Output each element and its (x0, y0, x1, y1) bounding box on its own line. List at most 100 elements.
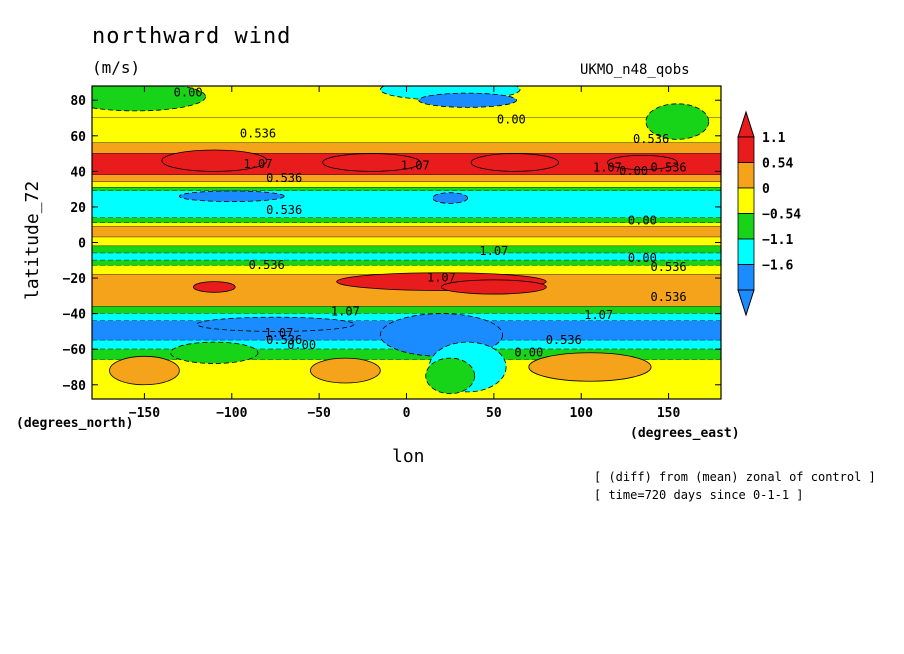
y-tick-label-1: 60 (70, 130, 86, 145)
contour-label-2: 0.536 (240, 127, 276, 141)
blob-12 (192, 281, 236, 293)
x-tick-label-0: −150 (129, 406, 160, 421)
units-label: (m/s) (92, 58, 141, 77)
contour-label-6: 1.07 (244, 157, 273, 171)
colorbar-swatch-1 (737, 162, 755, 189)
blob-0 (161, 149, 268, 172)
band-8 (92, 217, 721, 224)
band-13 (92, 253, 721, 261)
blob-13 (196, 316, 355, 332)
x-tick-label-3: 0 (403, 406, 411, 421)
colorbar-swatch-4 (737, 238, 755, 265)
x-tick-label-4: 50 (486, 406, 502, 421)
x-axis-label: lon (392, 446, 425, 467)
axis-ticks: −150 −100 −50 0 50 100 150 80 60 40 20 0 −20 −40 −60 −8… (63, 86, 721, 421)
blob-3 (607, 154, 678, 170)
y-tick-label-2: 40 (70, 165, 86, 180)
contour-label-8: 0.00 (619, 164, 648, 178)
colorbar-label-1: 0.54 (762, 157, 793, 172)
band-6 (92, 187, 721, 192)
colorbar-label-3: −0.54 (762, 208, 801, 223)
colorbar-swatch-0 (737, 136, 755, 163)
colorbar-label-4: −1.1 (762, 233, 793, 248)
contour-label-23: 0.00 (514, 345, 543, 359)
blob-19 (528, 352, 652, 382)
contour-label-19: 1.07 (584, 308, 613, 322)
colorbar: 1.1 0.54 0 −0.54 −1.1 −1.6 (737, 110, 801, 317)
contour-label-4: 1.07 (401, 159, 430, 173)
contour-label-16: 1.07 (427, 271, 456, 285)
colorbar-label-5: −1.6 (762, 259, 793, 274)
blob-1 (322, 153, 421, 172)
contour-label-9: 0.536 (266, 171, 302, 185)
y-units-label: (degrees_north) (16, 416, 134, 431)
blob-7 (645, 103, 710, 140)
colorbar-swatch-2 (737, 187, 755, 214)
y-tick-label-6: −40 (63, 308, 87, 323)
band-4 (92, 174, 721, 183)
colorbar-swatch-3 (737, 213, 755, 240)
band-15 (92, 265, 721, 276)
contour-label-15: 0.536 (651, 260, 687, 274)
band-12 (92, 246, 721, 254)
contour-label-12: 1.07 (479, 244, 508, 258)
y-tick-label-3: 20 (70, 201, 86, 216)
band-9 (92, 222, 721, 227)
contour-label-22: 0.536 (266, 333, 302, 347)
y-tick-label-4: 0 (78, 237, 86, 252)
contour-label-14: 0.536 (249, 258, 285, 272)
contour-label-0: 0.00 (174, 86, 203, 100)
colorbar-bottom-arrow (737, 289, 755, 317)
blob-5 (418, 92, 517, 108)
blob-9 (178, 190, 285, 202)
x-tick-label-6: 150 (657, 406, 681, 421)
note-diff: [ (diff) from (mean) zonal of control ] (594, 470, 876, 484)
contour-label-20: 1.07 (264, 326, 293, 340)
x-tick-label-5: 100 (569, 406, 593, 421)
note-time: [ time=720 days since 0-1-1 ] (594, 488, 804, 502)
colorbar-top-arrow (737, 110, 755, 138)
band-14 (92, 260, 721, 267)
contour-label-7: 0.536 (651, 160, 687, 174)
chart-title: northward wind (92, 24, 292, 49)
contour-label-13: 0.00 (628, 251, 657, 265)
band-21 (92, 349, 721, 361)
contour-label-3: 0.536 (633, 132, 669, 146)
x-units-label: (degrees_east) (630, 426, 740, 441)
band-10 (92, 226, 721, 238)
contour-label-5: 1.07 (593, 160, 622, 174)
contour-label-1: 0.00 (497, 112, 526, 126)
colorbar-label-0: 1.1 (762, 131, 786, 146)
blob-16 (425, 357, 476, 395)
blob-17 (109, 355, 180, 386)
x-tick-label-2: −50 (307, 406, 331, 421)
blob-8 (432, 192, 469, 204)
band-11 (92, 237, 721, 247)
colorbar-label-2: 0 (762, 182, 770, 197)
y-tick-label-0: 80 (70, 94, 86, 109)
contour-label-11: 0.00 (628, 214, 657, 228)
y-tick-label-7: −60 (63, 343, 87, 358)
band-5 (92, 182, 721, 188)
band-1 (92, 118, 721, 144)
contour-fill-layer (92, 86, 721, 399)
blob-2 (470, 153, 559, 172)
contour-label-24: 0.00 (287, 338, 316, 352)
contour-label-21: 0.536 (546, 333, 582, 347)
colorbar-swatch-5 (737, 264, 755, 291)
contour-label-18: 1.07 (331, 304, 360, 318)
model-label: UKMO_n48_qobs (580, 62, 690, 78)
contour-label-17: 0.536 (651, 290, 687, 304)
y-tick-label-5: −20 (63, 272, 87, 287)
blob-20 (170, 341, 259, 364)
band-2 (92, 142, 721, 155)
blob-18 (310, 357, 381, 384)
blob-6 (92, 86, 206, 112)
blob-11 (441, 279, 547, 295)
x-tick-label-1: −100 (216, 406, 247, 421)
contour-label-10: 0.536 (266, 203, 302, 217)
band-17 (92, 306, 721, 315)
y-tick-label-8: −80 (63, 379, 87, 394)
